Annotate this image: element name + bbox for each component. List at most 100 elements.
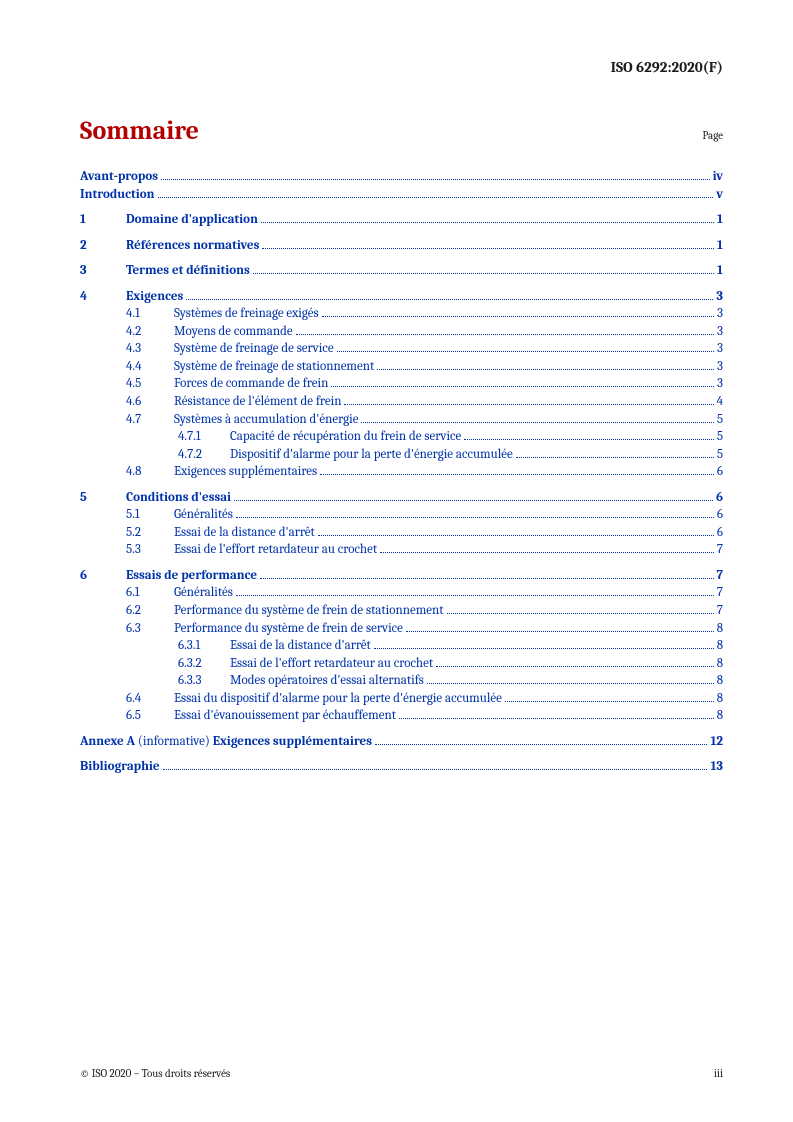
toc-section[interactable]: 4Exigences3 (80, 288, 723, 306)
toc-entry-number: 4.3 (126, 340, 174, 358)
toc-entry-label: Bibliographie (80, 758, 160, 776)
toc-subsubsection[interactable]: 4.7.2Dispositif d'alarme pour la perte d… (80, 446, 723, 464)
document-id: ISO 6292:2020(F) (80, 58, 723, 76)
toc-leader (253, 273, 714, 274)
toc-bibliography[interactable]: Bibliographie 13 (80, 758, 723, 776)
toc-entry-label: Introduction (80, 186, 155, 204)
toc-leader (331, 386, 714, 387)
toc-subsection[interactable]: 5.3Essai de l'effort retardateur au croc… (80, 541, 723, 559)
toc-subsection[interactable]: 4.5Forces de commande de frein3 (80, 375, 723, 393)
toc-leader (375, 744, 707, 745)
toc-entry-number: 6.3 (126, 620, 174, 638)
toc-leader (234, 500, 713, 501)
toc-entry-page: 8 (717, 655, 723, 673)
toc-leader (186, 299, 713, 300)
toc-subsection[interactable]: 6.5Essai d'évanouissement par échauffeme… (80, 707, 723, 725)
toc-leader (344, 404, 713, 405)
toc-entry-number: 4.2 (126, 323, 174, 341)
toc-subsubsection[interactable]: 6.3.1Essai de la distance d'arrêt8 (80, 637, 723, 655)
toc-subsection[interactable]: 6.3Performance du système de frein de se… (80, 620, 723, 638)
toc-subsection[interactable]: 4.2Moyens de commande3 (80, 323, 723, 341)
toc-entry-label: Essai du dispositif d'alarme pour la per… (174, 690, 502, 708)
toc-section[interactable]: 6Essais de performance7 (80, 567, 723, 585)
toc-subsection[interactable]: 5.1Généralités6 (80, 506, 723, 524)
toc-entry-page: 7 (717, 584, 723, 602)
toc-leader (505, 701, 714, 702)
toc-entry-page: 5 (717, 411, 723, 429)
toc-entry-page: 12 (710, 733, 723, 751)
toc-entry-page: 7 (717, 541, 723, 559)
title-row: Sommaire Page (80, 116, 723, 146)
toc-entry-page: 6 (717, 524, 723, 542)
toc-subsection[interactable]: 5.2Essai de la distance d'arrêt 6 (80, 524, 723, 542)
toc-entry-label: Systèmes à accumulation d'énergie (174, 411, 358, 429)
toc-subsection[interactable]: 4.1Systèmes de freinage exigés3 (80, 305, 723, 323)
toc-leader (436, 666, 714, 667)
toc-entry-label: Système de freinage de service (174, 340, 334, 358)
toc-section[interactable]: 3Termes et définitions1 (80, 262, 723, 280)
copyright-text: © ISO 2020 – Tous droits réservés (80, 1067, 230, 1080)
toc-entry-number: 6.3.3 (178, 672, 230, 690)
toc-entry-page: 4 (717, 393, 723, 411)
toc-leader (296, 334, 714, 335)
toc-entry-label: Capacité de récupération du frein de ser… (230, 428, 461, 446)
toc-leader (318, 535, 714, 536)
toc-subsubsection[interactable]: 6.3.2Essai de l'effort retardateur au cr… (80, 655, 723, 673)
toc-entry-page: 3 (717, 375, 723, 393)
toc-entry-page: 13 (710, 758, 723, 776)
toc-entry-number: 4.7.1 (178, 428, 230, 446)
toc-leader (427, 683, 714, 684)
toc-leader (236, 595, 714, 596)
toc-subsubsection[interactable]: 4.7.1Capacité de récupération du frein d… (80, 428, 723, 446)
toc-entry-page: 5 (717, 428, 723, 446)
toc-entry-label: Avant-propos (80, 168, 158, 186)
toc-leader (163, 769, 708, 770)
toc-entry-page: 8 (717, 672, 723, 690)
toc-subsubsection[interactable]: 6.3.3Modes opératoires d'essai alternati… (80, 672, 723, 690)
toc-front-entry[interactable]: Avant-proposiv (80, 168, 723, 186)
toc-entry-page: 1 (717, 237, 723, 255)
toc-entry-label: Références normatives (126, 237, 259, 255)
toc-entry-number: 6.1 (126, 584, 174, 602)
toc-section[interactable]: 2Références normatives1 (80, 237, 723, 255)
toc-leader (399, 718, 714, 719)
toc-entry-number: 6.2 (126, 602, 174, 620)
toc-subsection[interactable]: 4.8Exigences supplémentaires6 (80, 463, 723, 481)
toc-entry-page: 6 (716, 489, 723, 507)
toc-entry-label: Dispositif d'alarme pour la perte d'éner… (230, 446, 513, 464)
toc-leader (374, 648, 714, 649)
toc-entry-page: 3 (717, 305, 723, 323)
toc-leader (337, 351, 714, 352)
toc-entry-label: Essai d'évanouissement par échauffement (174, 707, 396, 725)
toc-entry-page: 7 (717, 602, 723, 620)
toc-section[interactable]: 1Domaine d'application1 (80, 211, 723, 229)
toc-entry-number: 4.1 (126, 305, 174, 323)
toc-entry-label: Domaine d'application (126, 211, 258, 229)
toc-entry-number: 6.5 (126, 707, 174, 725)
toc-entry-page: 8 (717, 707, 723, 725)
toc-annex[interactable]: Annexe A (informative) Exigences supplém… (80, 733, 723, 751)
toc-entry-label: Essai de l'effort retardateur au crochet (174, 541, 377, 559)
toc-leader (161, 179, 710, 180)
toc-entry-number: 5.2 (126, 524, 174, 542)
toc-entry-page: 3 (717, 358, 723, 376)
toc-entry-label: Généralités (174, 584, 233, 602)
toc-subsection[interactable]: 4.6Résistance de l'élément de frein4 (80, 393, 723, 411)
toc-entry-label: Termes et définitions (126, 262, 250, 280)
toc-entry-label: Moyens de commande (174, 323, 293, 341)
toc-subsection[interactable]: 6.2Performance du système de frein de st… (80, 602, 723, 620)
toc-subsection[interactable]: 4.7Systèmes à accumulation d'énergie5 (80, 411, 723, 429)
toc-subsection[interactable]: 4.4Système de freinage de stationnement3 (80, 358, 723, 376)
toc-entry-label: Forces de commande de frein (174, 375, 328, 393)
page-number: iii (714, 1067, 723, 1080)
toc-subsection[interactable]: 6.1Généralités 7 (80, 584, 723, 602)
toc-entry-label: Essai de la distance d'arrêt (174, 524, 315, 542)
toc-entry-page: 8 (717, 690, 723, 708)
page-footer: © ISO 2020 – Tous droits réservés iii (80, 1067, 723, 1080)
toc-leader (447, 613, 714, 614)
toc-subsection[interactable]: 4.3Système de freinage de service3 (80, 340, 723, 358)
toc-section[interactable]: 5Conditions d'essai6 (80, 489, 723, 507)
toc-leader (464, 439, 714, 440)
toc-subsection[interactable]: 6.4Essai du dispositif d'alarme pour la … (80, 690, 723, 708)
toc-front-entry[interactable]: Introductionv (80, 186, 723, 204)
